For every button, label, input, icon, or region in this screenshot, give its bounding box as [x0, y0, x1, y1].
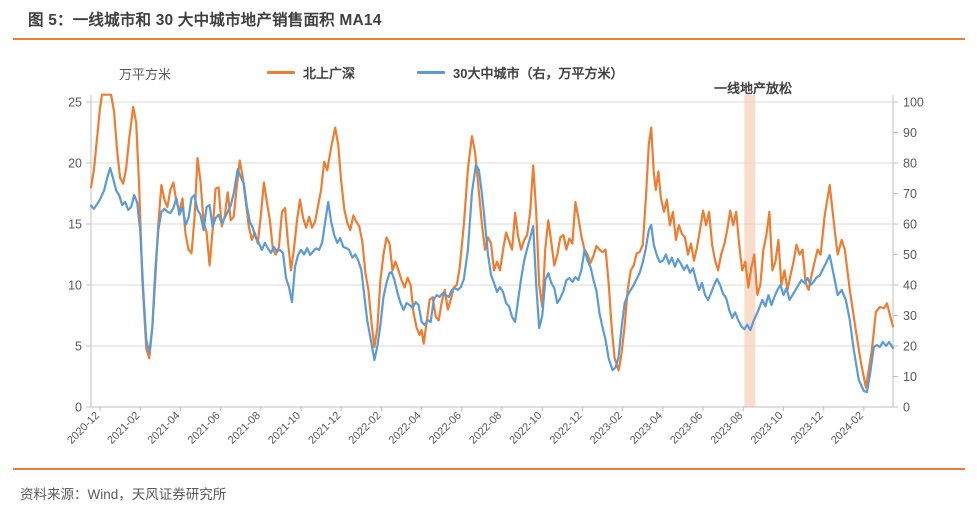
footer-divider-rule	[13, 468, 965, 470]
series-line-beijing-shanghai-guangzhou-shenzhen	[89, 93, 895, 389]
policy-annotation-label: 一线地产放松	[714, 81, 793, 96]
x-axis-tick-label: 2023-10	[749, 410, 786, 447]
right-axis-tick-label: 80	[903, 157, 917, 171]
legend-label: 北上广深	[303, 66, 356, 81]
x-axis-tick-label: 2023-12	[789, 410, 826, 447]
x-axis-tick-label: 2021-04	[145, 410, 182, 447]
right-axis-tick-label: 60	[903, 218, 917, 232]
x-axis-tick-label: 2022-06	[427, 410, 464, 447]
left-axis-tick-label: 20	[68, 157, 82, 171]
x-axis-tick-label: 2023-02	[588, 410, 625, 447]
right-axis-tick-label: 70	[903, 187, 917, 201]
x-axis-tick-label: 2022-02	[346, 410, 383, 447]
legend-label: 30大中城市（右，万平方米）	[453, 66, 624, 81]
source-note: 资料来源：Wind，天风证券研究所	[20, 487, 227, 502]
left-axis-unit-label: 万平方米	[119, 67, 172, 82]
right-axis-tick-label: 0	[903, 401, 910, 415]
x-axis-tick-label: 2024-02	[829, 410, 866, 447]
x-axis-tick-label: 2021-06	[186, 410, 223, 447]
legend-item-30-cities: 30大中城市（右，万平方米）	[417, 63, 623, 82]
left-axis-tick-label: 15	[68, 218, 82, 232]
x-axis-tick-label: 2023-08	[708, 410, 745, 447]
series-line-30-cities	[89, 163, 895, 394]
x-axis-tick-label: 2023-06	[668, 410, 705, 447]
x-axis-tick-label: 2022-08	[467, 410, 504, 447]
right-axis-tick-label: 30	[903, 309, 917, 323]
right-axis-tick-label: 10	[903, 370, 917, 384]
right-axis-tick-label: 20	[903, 340, 917, 354]
policy-band	[744, 95, 756, 407]
right-axis-tick-label: 40	[903, 279, 917, 293]
right-axis-tick-label: 90	[903, 126, 917, 140]
title-divider-rule	[13, 38, 965, 40]
right-axis-tick-label: 50	[903, 248, 917, 262]
right-axis-tick-label: 100	[903, 96, 924, 110]
x-axis-tick-label: 2021-02	[105, 410, 142, 447]
x-axis-tick-label: 2021-10	[266, 410, 303, 447]
left-axis-tick-label: 25	[68, 96, 82, 110]
x-axis-tick-label: 2022-12	[548, 410, 585, 447]
x-axis-tick-label: 2022-10	[507, 410, 544, 447]
figure-title: 图 5：一线城市和 30 大中城市地产销售面积 MA14	[28, 12, 382, 29]
x-axis-tick-label: 2020-12	[65, 410, 102, 447]
x-axis-tick-label: 2021-08	[226, 410, 263, 447]
left-axis-tick-label: 10	[68, 279, 82, 293]
x-axis-tick-label: 2023-04	[628, 410, 665, 447]
x-axis-tick-label: 2021-12	[306, 410, 343, 447]
left-axis-tick-label: 5	[75, 340, 82, 354]
legend-line-swatch-orange	[267, 71, 295, 74]
x-axis-tick-label: 2022-04	[387, 410, 424, 447]
legend-line-swatch-blue	[417, 71, 445, 74]
left-axis-tick-label: 0	[75, 401, 82, 415]
legend-item-beijing-shanghai-guangzhou-shenzhen: 北上广深	[267, 63, 355, 82]
